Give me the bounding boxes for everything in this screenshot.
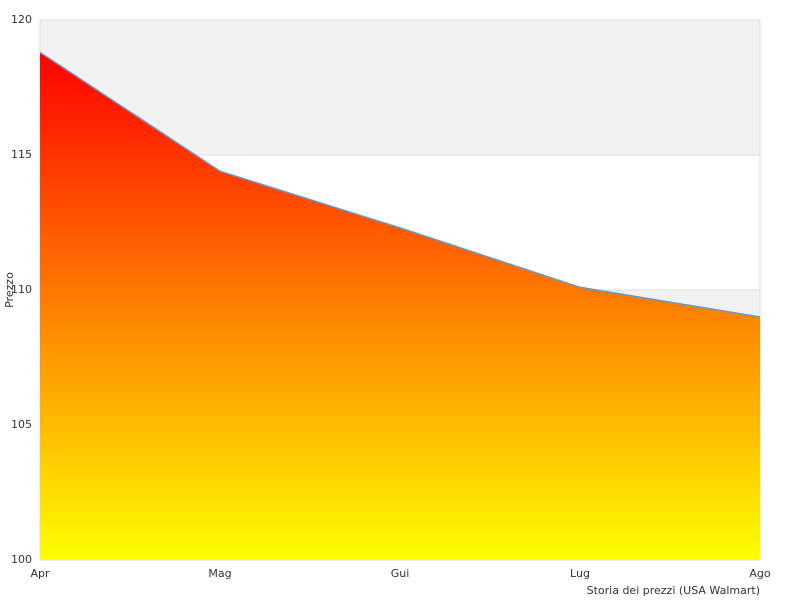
y-tick-label: 115	[11, 148, 32, 161]
y-tick-label: 105	[11, 418, 32, 431]
x-axis-label: Storia dei prezzi (USA Walmart)	[587, 584, 760, 597]
x-tick-label: Ago	[749, 567, 771, 580]
x-tick-label: Mag	[208, 567, 231, 580]
y-tick-label: 120	[11, 13, 32, 26]
x-tick-label: Apr	[30, 567, 50, 580]
y-axis-label: Prezzo	[3, 272, 16, 308]
y-tick-label: 110	[11, 283, 32, 296]
area-line	[39, 51, 761, 318]
x-tick-label: Lug	[570, 567, 590, 580]
y-tick-label: 100	[11, 553, 32, 566]
area-fill	[40, 52, 760, 561]
x-tick-label: Gui	[391, 567, 410, 580]
